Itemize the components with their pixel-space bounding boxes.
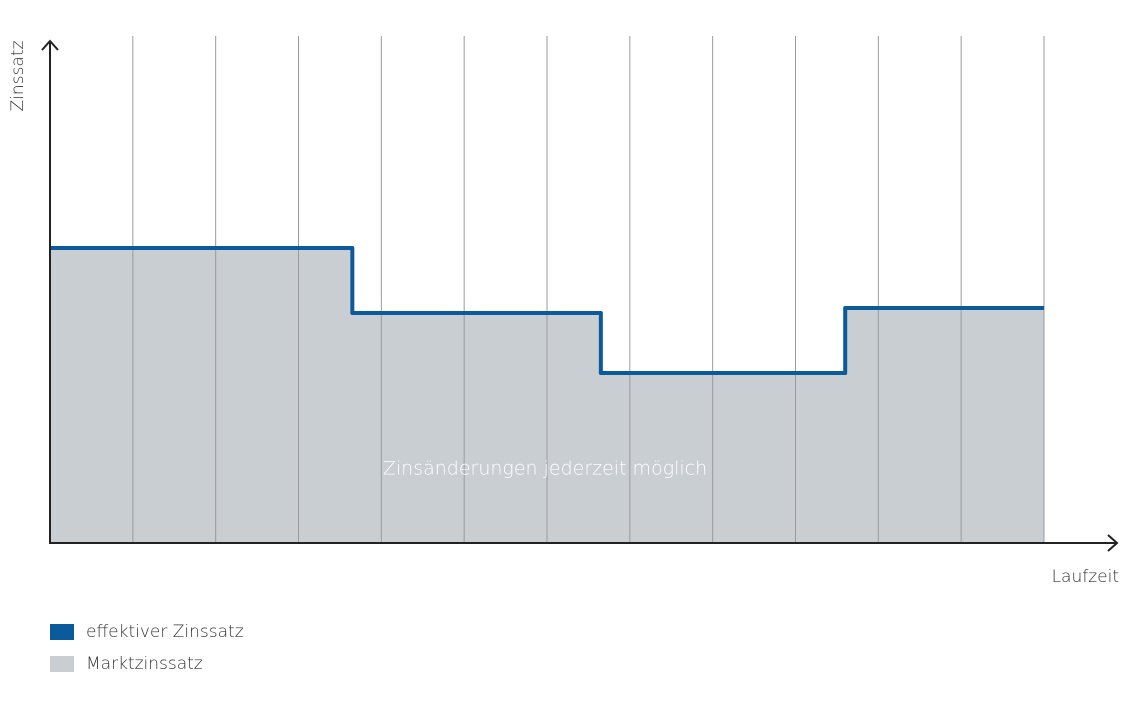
legend-swatch [50,656,74,672]
effective-rate-line [50,246,1044,375]
y-axis-label: Zinssatz [8,40,28,111]
legend-label: Marktzinssatz [86,654,203,674]
legend-label: effektiver Zinssatz [86,622,244,642]
legend-swatch [50,624,74,640]
x-axis-arrow [1107,534,1119,552]
annotation: Zinsänderungen jederzeit möglich [383,458,707,480]
plot-foreground: Zinsänderungen jederzeit möglich [50,246,1044,480]
plot-background [50,36,1045,543]
x-axis-label: Laufzeit [1052,567,1119,587]
y-axis-arrow [41,39,59,51]
